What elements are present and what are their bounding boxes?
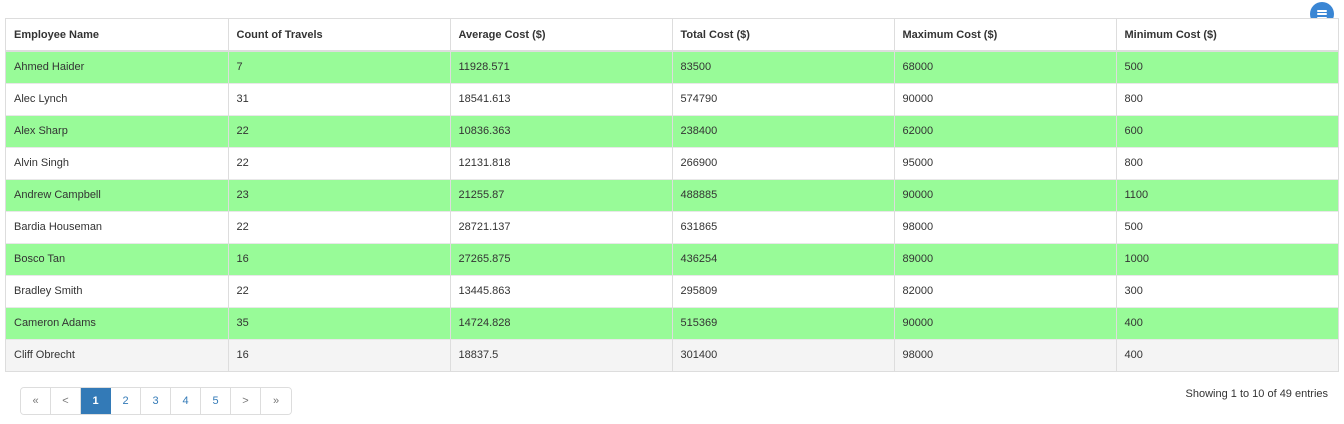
cell-employee-name: Ahmed Haider <box>6 50 229 83</box>
cell-minimum-cost: 1100 <box>1116 178 1338 211</box>
table-row: Andrew Campbell 23 21255.87 488885 90000 1100 <box>6 178 1338 211</box>
page-button-1[interactable]: 1 <box>81 388 111 414</box>
cell-average-cost: 18541.613 <box>450 82 673 115</box>
cell-employee-name: Bosco Tan <box>6 242 229 275</box>
cell-count-of-travels: 22 <box>228 146 451 179</box>
cell-maximum-cost: 90000 <box>894 82 1117 115</box>
table-row: Alvin Singh 22 12131.818 266900 95000 800 <box>6 146 1338 179</box>
cell-employee-name: Cliff Obrecht <box>6 338 229 371</box>
page-button-5[interactable]: 5 <box>201 388 231 414</box>
cell-minimum-cost: 800 <box>1116 146 1338 179</box>
table-body: Ahmed Haider 7 11928.571 83500 68000 500 Alec … <box>6 50 1338 371</box>
cell-total-cost: 238400 <box>672 114 895 147</box>
cell-count-of-travels: 22 <box>228 210 451 243</box>
cell-average-cost: 28721.137 <box>450 210 673 243</box>
cell-total-cost: 83500 <box>672 50 895 83</box>
last-page-button[interactable]: » <box>261 388 291 414</box>
cell-minimum-cost: 300 <box>1116 274 1338 307</box>
cell-count-of-travels: 31 <box>228 82 451 115</box>
cell-employee-name: Andrew Campbell <box>6 178 229 211</box>
cell-employee-name: Cameron Adams <box>6 306 229 339</box>
cell-total-cost: 436254 <box>672 242 895 275</box>
table-row: Cameron Adams 35 14724.828 515369 90000 400 <box>6 306 1338 339</box>
hamburger-menu-icon <box>1317 9 1327 19</box>
cell-count-of-travels: 7 <box>228 50 451 83</box>
cell-employee-name: Bardia Houseman <box>6 210 229 243</box>
cell-minimum-cost: 600 <box>1116 114 1338 147</box>
first-page-button[interactable]: « <box>21 388 51 414</box>
cell-average-cost: 27265.875 <box>450 242 673 275</box>
cell-average-cost: 11928.571 <box>450 50 673 83</box>
cell-average-cost: 13445.863 <box>450 274 673 307</box>
page-button-2[interactable]: 2 <box>111 388 141 414</box>
cell-count-of-travels: 22 <box>228 114 451 147</box>
cell-maximum-cost: 98000 <box>894 210 1117 243</box>
cell-maximum-cost: 95000 <box>894 146 1117 179</box>
table-row: Alex Sharp 22 10836.363 238400 62000 600 <box>6 114 1338 147</box>
table-row: Cliff Obrecht 16 18837.5 301400 98000 400 <box>6 338 1338 371</box>
cell-count-of-travels: 22 <box>228 274 451 307</box>
cell-employee-name: Alex Sharp <box>6 114 229 147</box>
cell-employee-name: Alvin Singh <box>6 146 229 179</box>
cell-total-cost: 631865 <box>672 210 895 243</box>
table-row: Bardia Houseman 22 28721.137 631865 98000 500 <box>6 210 1338 243</box>
cell-minimum-cost: 500 <box>1116 50 1338 83</box>
column-header-employee-name[interactable]: Employee Name <box>6 19 229 52</box>
table-info-text: Showing 1 to 10 of 49 entries <box>1185 388 1328 400</box>
column-header-count-of-travels[interactable]: Count of Travels <box>228 19 451 52</box>
cell-total-cost: 301400 <box>672 338 895 371</box>
cell-employee-name: Bradley Smith <box>6 274 229 307</box>
page-button-3[interactable]: 3 <box>141 388 171 414</box>
data-table-container: Employee Name Count of Travels Average C… <box>5 18 1339 372</box>
cell-minimum-cost: 800 <box>1116 82 1338 115</box>
table-row: Alec Lynch 31 18541.613 574790 90000 800 <box>6 82 1338 115</box>
cell-minimum-cost: 500 <box>1116 210 1338 243</box>
column-header-maximum-cost[interactable]: Maximum Cost ($) <box>894 19 1117 52</box>
pagination: « < 1 2 3 4 5 > » <box>20 387 292 415</box>
cell-minimum-cost: 400 <box>1116 338 1338 371</box>
cell-count-of-travels: 23 <box>228 178 451 211</box>
cell-total-cost: 266900 <box>672 146 895 179</box>
column-header-minimum-cost[interactable]: Minimum Cost ($) <box>1116 19 1338 52</box>
cell-maximum-cost: 98000 <box>894 338 1117 371</box>
cell-average-cost: 18837.5 <box>450 338 673 371</box>
next-page-button[interactable]: > <box>231 388 261 414</box>
cell-maximum-cost: 82000 <box>894 274 1117 307</box>
table-row: Ahmed Haider 7 11928.571 83500 68000 500 <box>6 50 1338 83</box>
cell-maximum-cost: 68000 <box>894 50 1117 83</box>
table-row: Bradley Smith 22 13445.863 295809 82000 300 <box>6 274 1338 307</box>
cell-maximum-cost: 62000 <box>894 114 1117 147</box>
cell-average-cost: 10836.363 <box>450 114 673 147</box>
table-row: Bosco Tan 16 27265.875 436254 89000 1000 <box>6 242 1338 275</box>
cell-employee-name: Alec Lynch <box>6 82 229 115</box>
cell-average-cost: 12131.818 <box>450 146 673 179</box>
cell-total-cost: 574790 <box>672 82 895 115</box>
cell-minimum-cost: 400 <box>1116 306 1338 339</box>
cell-total-cost: 488885 <box>672 178 895 211</box>
cell-average-cost: 21255.87 <box>450 178 673 211</box>
table-header-row: Employee Name Count of Travels Average C… <box>6 19 1338 52</box>
column-header-average-cost[interactable]: Average Cost ($) <box>450 19 673 52</box>
cell-total-cost: 295809 <box>672 274 895 307</box>
cell-count-of-travels: 16 <box>228 242 451 275</box>
cell-maximum-cost: 89000 <box>894 242 1117 275</box>
previous-page-button[interactable]: < <box>51 388 81 414</box>
cell-average-cost: 14724.828 <box>450 306 673 339</box>
cell-minimum-cost: 1000 <box>1116 242 1338 275</box>
page-button-4[interactable]: 4 <box>171 388 201 414</box>
cell-count-of-travels: 35 <box>228 306 451 339</box>
cell-maximum-cost: 90000 <box>894 178 1117 211</box>
cell-count-of-travels: 16 <box>228 338 451 371</box>
employee-travel-table: Employee Name Count of Travels Average C… <box>6 19 1338 371</box>
cell-maximum-cost: 90000 <box>894 306 1117 339</box>
cell-total-cost: 515369 <box>672 306 895 339</box>
column-header-total-cost[interactable]: Total Cost ($) <box>672 19 895 52</box>
